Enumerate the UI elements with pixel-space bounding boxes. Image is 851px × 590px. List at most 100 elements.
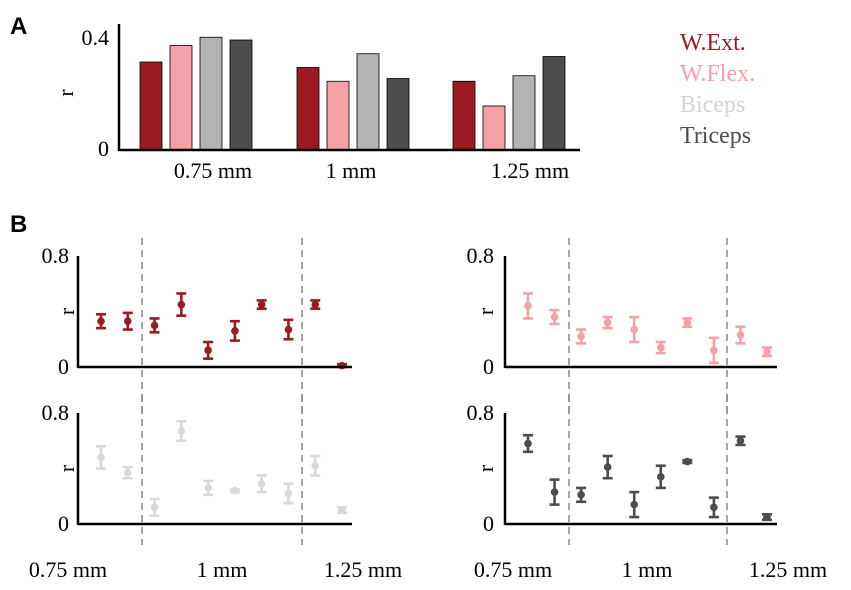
data-point [602, 454, 613, 480]
point-marker [577, 332, 585, 341]
point-marker [524, 302, 532, 310]
scatter-subplot-w-ext: r 0.8 0 [42, 238, 352, 412]
point-marker [150, 321, 159, 330]
data-point [549, 478, 560, 506]
bar-biceps-3 [512, 75, 536, 151]
data-point [735, 325, 746, 345]
point-marker [177, 300, 186, 309]
x-tick-label: 1 mm [326, 158, 377, 183]
point-marker [603, 463, 612, 471]
x-tick-label: 1.25 mm [491, 158, 569, 183]
point-marker [683, 457, 692, 466]
bar-chart-panel-a: r 0.4 0 0.75 mm 1 mm 1.25 mm [53, 24, 580, 183]
point-marker [736, 436, 745, 445]
bar-triceps-3 [542, 56, 566, 151]
point-marker [231, 327, 239, 335]
point-marker [683, 318, 692, 327]
y-axis-label: r [54, 464, 79, 472]
data-point [708, 336, 719, 365]
data-point [310, 454, 321, 477]
y-tick-top: 0.8 [467, 243, 495, 268]
y-axis-label-a: r [53, 89, 78, 97]
bar-triceps-2 [386, 78, 410, 151]
point-marker [656, 473, 665, 481]
data-point [655, 340, 666, 355]
data-point [229, 319, 240, 342]
bar-w-ext-3 [452, 80, 476, 151]
data-point [762, 346, 772, 358]
data-point [629, 490, 640, 519]
point-marker [284, 325, 293, 334]
point-marker [97, 453, 105, 462]
point-marker [550, 313, 559, 321]
panel-label-a: A [10, 13, 27, 40]
point-marker [577, 491, 585, 499]
data-point [96, 444, 106, 470]
data-point [96, 312, 106, 330]
y-axis-label: r [473, 307, 498, 315]
point-marker [710, 503, 718, 512]
data-point [682, 317, 693, 329]
data-point [576, 486, 587, 504]
point-marker [763, 513, 771, 521]
bar-biceps-1 [199, 36, 223, 151]
point-marker [231, 486, 239, 495]
point-marker [630, 325, 639, 334]
x-tick-label: 0.75 mm [474, 557, 552, 582]
data-point [176, 420, 187, 443]
point-marker [763, 347, 771, 356]
data-point [256, 299, 267, 311]
y-tick-zero: 0 [483, 354, 494, 379]
legend-item-w-ext: W.Ext. [680, 30, 746, 56]
x-tick-label: 1.25 mm [324, 557, 402, 582]
data-point [523, 433, 533, 454]
bar-w-flex-1 [169, 45, 193, 151]
point-marker [603, 318, 612, 327]
legend-item-triceps: Triceps [680, 123, 751, 149]
y-tick-zero: 0 [483, 511, 494, 536]
legend-item-w-flex: W.Flex. [680, 61, 755, 87]
bar-w-ext-2 [296, 67, 320, 151]
x-tick-label: 1.25 mm [749, 557, 827, 582]
point-marker [204, 346, 212, 355]
data-point [310, 299, 321, 311]
data-point [149, 497, 160, 517]
data-point [283, 482, 294, 505]
data-point [655, 464, 666, 490]
data-point [283, 318, 294, 341]
y-tick-zero: 0 [58, 511, 69, 536]
point-marker [338, 506, 346, 514]
data-point [602, 315, 613, 330]
legend-item-biceps: Biceps [680, 92, 745, 118]
point-marker [630, 500, 639, 509]
bar-w-flex-3 [482, 105, 506, 151]
point-marker [123, 468, 132, 477]
point-marker [150, 503, 159, 512]
bar-triceps-1 [229, 39, 253, 151]
scatter-subplot-biceps: r 0.8 0 [42, 395, 352, 545]
data-point [229, 486, 240, 495]
point-marker [123, 317, 132, 326]
data-point [523, 292, 533, 320]
data-point [708, 496, 719, 519]
point-marker [311, 300, 320, 309]
y-axis-label: r [473, 464, 498, 472]
data-point [337, 361, 347, 370]
bar-biceps-2 [356, 53, 380, 151]
data-point [203, 340, 214, 360]
data-point [735, 435, 746, 447]
x-tick-label: 0.75 mm [29, 557, 107, 582]
data-point [337, 506, 347, 515]
bar-w-ext-1 [139, 61, 163, 151]
data-point [549, 308, 560, 326]
data-point [576, 328, 587, 345]
data-point [203, 479, 214, 497]
data-point [149, 317, 160, 334]
data-point [629, 315, 640, 344]
y-axis-label: r [54, 307, 79, 315]
x-tick-label: 0.75 mm [174, 158, 252, 183]
panel-label-b: B [10, 211, 27, 238]
point-marker [204, 484, 212, 492]
point-marker [97, 317, 105, 326]
